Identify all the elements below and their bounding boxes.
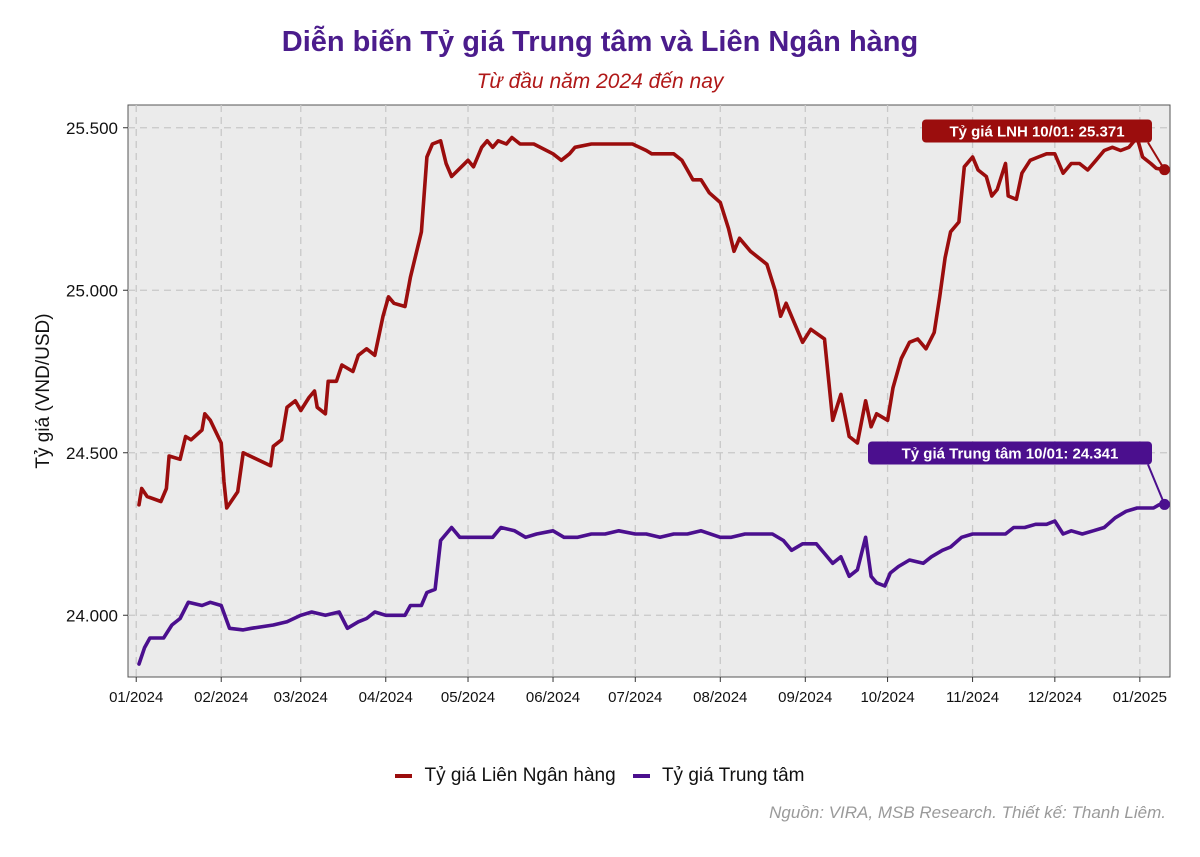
x-tick-label: 11/2024 (946, 689, 999, 706)
legend-swatch-central (632, 774, 650, 778)
x-tick-label: 04/2024 (359, 689, 413, 706)
x-tick-label: 02/2024 (194, 689, 248, 706)
x-tick-label: 05/2024 (441, 689, 495, 706)
annotation-label-lnh: Tỷ giá LNH 10/01: 25.371 (949, 124, 1124, 141)
x-tick-label: 12/2024 (1028, 689, 1082, 706)
source-note: Nguồn: VIRA, MSB Research. Thiết kế: Tha… (769, 803, 1166, 822)
series-line-lnh (137, 135, 1167, 510)
x-tick-label: 10/2024 (860, 689, 914, 706)
legend-item-central: Tỷ giá Trung tâm (632, 765, 805, 787)
plot-panel (127, 104, 1171, 678)
x-tick-label: 09/2024 (778, 689, 832, 706)
annotation-box-lnh (922, 119, 1152, 143)
x-tick-label: 01/2025 (1113, 689, 1167, 706)
legend: Tỷ giá Liên Ngân hàng Tỷ giá Trung tâm (0, 762, 1200, 787)
y-tick-label: 24.500 (66, 444, 118, 463)
legend-swatch-lnh (395, 774, 413, 778)
y-axis-label: Tỷ giá (VND/USD) (33, 313, 54, 468)
legend-label-lnh: Tỷ giá Liên Ngân hàng (424, 765, 616, 786)
x-tick-label: 07/2024 (608, 689, 662, 706)
annotation-box-central (868, 441, 1152, 465)
legend-item-lnh: Tỷ giá Liên Ngân hàng (395, 765, 616, 787)
x-tick-label: 08/2024 (693, 689, 747, 706)
x-tick-label: 01/2024 (109, 689, 163, 706)
annotation-leader-lnh (1147, 141, 1166, 171)
x-tick-label: 03/2024 (274, 689, 328, 706)
series-line-central (137, 502, 1167, 666)
legend-label-central: Tỷ giá Trung tâm (661, 765, 805, 786)
chart-title: Diễn biến Tỷ giá Trung tâm và Liên Ngân … (281, 26, 919, 58)
y-tick-label: 24.000 (66, 606, 118, 625)
y-tick-label: 25.000 (66, 281, 118, 300)
x-tick-label: 06/2024 (526, 689, 580, 706)
annotation-leader-central (1147, 464, 1166, 505)
y-tick-label: 25.500 (66, 119, 118, 138)
annotation-label-central: Tỷ giá Trung tâm 10/01: 24.341 (902, 446, 1119, 463)
chart-subtitle: Từ đầu năm 2024 đến nay (476, 70, 724, 93)
